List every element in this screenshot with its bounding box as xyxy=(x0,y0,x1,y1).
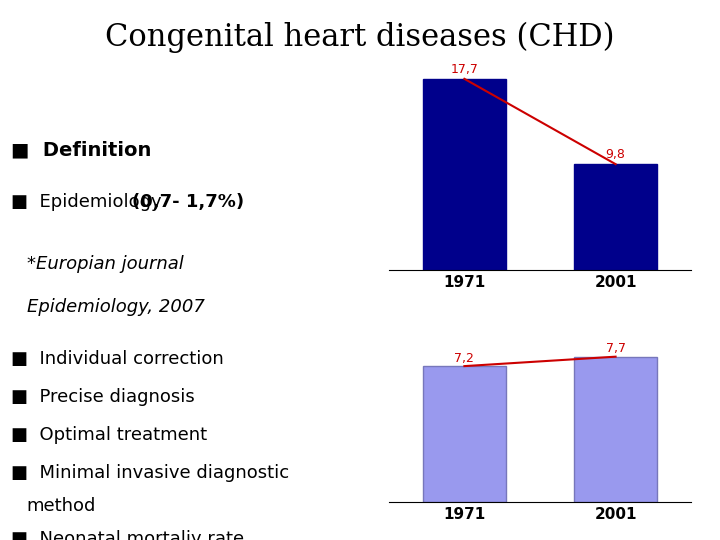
Text: ■  Optimal treatment: ■ Optimal treatment xyxy=(12,426,207,444)
Text: Epidemiology, 2007: Epidemiology, 2007 xyxy=(27,298,204,316)
Text: *Europian journal: *Europian journal xyxy=(27,255,184,273)
Bar xyxy=(423,366,506,502)
Text: Congenital heart diseases (CHD): Congenital heart diseases (CHD) xyxy=(105,22,615,53)
Text: ■  Individual correction: ■ Individual correction xyxy=(12,350,224,368)
Text: method: method xyxy=(27,497,96,515)
Text: 17,7: 17,7 xyxy=(451,63,478,76)
Text: 7,2: 7,2 xyxy=(454,352,474,365)
Text: general neonatal mortality: general neonatal mortality xyxy=(447,320,633,334)
Text: ■  Precise diagnosis: ■ Precise diagnosis xyxy=(12,388,195,406)
Text: 9,8: 9,8 xyxy=(606,148,626,161)
Bar xyxy=(574,356,657,502)
Bar xyxy=(423,79,506,270)
Bar xyxy=(574,164,657,270)
Text: ■  Definition: ■ Definition xyxy=(12,141,152,160)
Text: ■  Neonatal mortaliy rate: ■ Neonatal mortaliy rate xyxy=(12,530,245,540)
Text: ■  Epidemiology: ■ Epidemiology xyxy=(12,193,174,211)
Text: 7,7: 7,7 xyxy=(606,342,626,355)
Text: (0,7- 1,7%): (0,7- 1,7%) xyxy=(132,193,244,211)
Text: ■  Minimal invasive diagnostic: ■ Minimal invasive diagnostic xyxy=(12,464,289,482)
